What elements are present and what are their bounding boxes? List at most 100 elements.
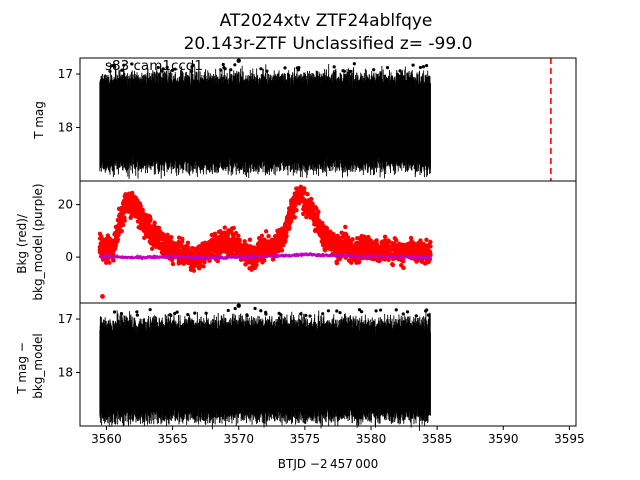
bkg-point [266,234,271,239]
bkg-point [423,249,429,254]
data-point [130,62,134,66]
bkg-point [304,199,309,204]
bkg-point [153,232,158,238]
data-point [108,69,112,73]
bkg-point [324,241,330,246]
bkg-point [170,261,176,267]
bkg-point [113,237,118,242]
bkg-point [123,196,128,201]
bkg-point [334,261,340,266]
bkg-point [179,239,185,244]
bkg-point [299,197,305,203]
bkg-point [327,236,332,241]
panel-tmag-ylabel: T mag [32,101,46,140]
data-point [109,64,113,68]
bkg-point [169,250,174,255]
bkg-point [291,207,296,212]
bkg-point [191,268,197,273]
data-point [160,69,164,73]
data-point [418,65,422,70]
bkg-point [113,224,119,230]
bkg-point [320,242,326,248]
bkg-point [406,243,411,249]
bkg-point [305,191,310,197]
bkg-point [202,240,208,245]
bkg-point [212,242,217,248]
bkg-point [169,234,174,240]
data-point [259,67,263,71]
bkg-point [282,228,287,234]
bkg-point [154,242,159,247]
bkg-point [342,232,348,237]
bkg-point [382,234,388,239]
bkg-point [320,238,325,244]
bkg-point [343,224,348,230]
y-tick-label: 17 [58,67,73,81]
bkg-point [128,207,133,212]
bkg-point [246,259,251,265]
outlier-point [236,58,241,63]
bkg-point [332,243,337,248]
bkg-point [220,248,225,254]
data-point [421,65,426,69]
bkg-point [247,246,252,252]
bkg-point [97,248,103,254]
bkg-point [138,212,144,217]
bkg-point [281,243,286,248]
bkg-point [100,240,105,245]
bkg-point [152,224,158,230]
bkg-point [394,244,400,249]
bkg-point [382,240,388,246]
data-point [112,63,116,67]
bkg-point [127,194,132,199]
bkg-point [394,238,399,243]
bkg-point [332,247,337,252]
bkg-point [237,250,243,255]
bkg-point [308,197,313,202]
bkg-point [356,259,362,264]
data-point [173,67,177,71]
bkg-point [118,220,124,225]
bkg-point [308,213,314,219]
data-point [372,68,376,72]
bkg-point [378,244,384,249]
bkg-point [343,245,349,251]
bkg-point [418,238,423,243]
bkg-point [149,235,154,240]
data-point [165,65,169,69]
bkg-point [135,219,141,224]
bkg-point [278,228,283,234]
bkg-point [295,186,300,191]
bkg-point [156,225,162,231]
bkg-point [320,223,325,228]
data-point [219,68,223,72]
bkg-point [322,248,328,253]
bkg-point [103,249,109,254]
data-point [191,63,195,67]
bkg-point [263,229,269,234]
bkg-point [410,247,415,252]
bkg-point [388,245,393,250]
bkg-point [428,239,433,245]
bkg-point [324,233,329,238]
bkg-point [212,231,217,237]
bkg-point [303,208,308,213]
data-point [120,68,124,72]
bkg-point [161,233,167,239]
data-point [233,63,237,67]
bkg-point [219,241,224,246]
data-point [122,63,126,67]
bkg-point [128,215,133,220]
bkg-point [294,197,300,202]
bkg-point [191,263,196,269]
panel-tmag-annotation: s83 cam1ccd1 [105,58,203,74]
bkg-point [341,249,346,255]
data-point [296,68,301,72]
data-point [222,66,226,70]
bkg-point [332,238,338,243]
bkg-point [124,204,129,210]
data-point [349,69,353,73]
bkg-point [422,243,428,248]
